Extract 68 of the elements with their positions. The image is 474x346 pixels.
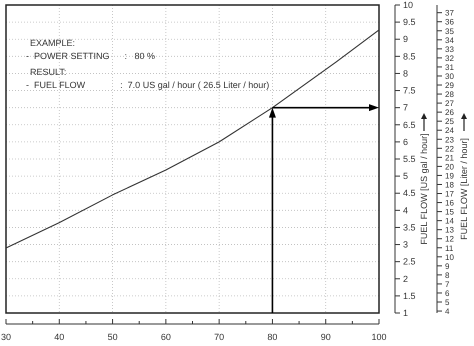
y2-tick-label: 17	[445, 190, 454, 199]
line-series	[5, 29, 380, 249]
y2-tick-label: 24	[445, 126, 454, 136]
y2-tick-label: 34	[445, 36, 454, 45]
y2-tick-label: 29	[445, 81, 454, 90]
y2-tick-label: 16	[445, 198, 454, 208]
x-tick-label: 40	[54, 332, 64, 342]
x-tick-label: 70	[214, 332, 224, 342]
y2-tick-label: 32	[445, 54, 454, 63]
annotation: - FUEL FLOW : 7.0 US gal / hour ( 26.5 Liter / hour)	[26, 80, 270, 90]
y-axis-title: FUEL FLOW [US gal / hour]	[419, 133, 429, 245]
y-tick-label: 6.5	[403, 120, 416, 130]
y2-tick-label: 23	[445, 135, 454, 144]
y-tick-label: 7.5	[403, 86, 416, 96]
y2-tick-label: 28	[445, 90, 454, 100]
x-tick-label: 100	[371, 332, 387, 342]
y-tick-label: 4.5	[403, 188, 416, 198]
y2-tick-label: 14	[445, 216, 454, 226]
y-tick-label: 8	[403, 68, 408, 78]
y2-tick-label: 31	[445, 62, 454, 72]
y2-tick-label: 19	[445, 171, 454, 180]
x-tick-label: 60	[160, 332, 171, 342]
y2-tick-label: 18	[445, 180, 454, 190]
y-tick-label: 1.5	[403, 290, 416, 301]
y-tick-label: 2.5	[403, 256, 416, 267]
y-tick-label: 5.5	[403, 154, 416, 164]
y2-tick-label: 7	[445, 280, 450, 289]
y-tick-label: 10	[403, 0, 414, 10]
x-tick-label: 50	[108, 332, 118, 342]
y-tick-label: 3.5	[403, 222, 416, 232]
y2-tick-label: 15	[445, 208, 454, 217]
y-tick-label: 4	[403, 205, 408, 216]
y2-tick-label: 8	[445, 270, 450, 280]
y2-tick-label: 20	[445, 162, 454, 172]
y2-tick-label: 10	[445, 252, 454, 262]
y2-tick-label: 37	[445, 8, 454, 18]
y2-tick-label: 12	[445, 234, 454, 244]
y2-tick-label: 11	[445, 244, 454, 253]
y2-tick-label: 6	[445, 288, 450, 298]
y-tick-label: 1	[403, 308, 408, 318]
y-tick-label: 9.5	[403, 17, 416, 28]
annotation: EXAMPLE:	[30, 38, 76, 48]
y2-tick-label: 26	[445, 108, 454, 118]
y2-tick-label: 4	[445, 307, 450, 316]
y-tick-label: 2	[403, 274, 408, 284]
y2-tick-label: 5	[445, 298, 450, 308]
y2-tick-label: 21	[445, 153, 454, 162]
annotation: - POWER SETTING : 80 %	[26, 51, 156, 61]
y2-axis-title: FUEL FLOW [Liter / hour]	[459, 138, 469, 240]
y2-tick-label: 9	[445, 262, 450, 271]
y2-tick-label: 22	[445, 144, 454, 154]
y2-tick-label: 27	[445, 99, 454, 108]
y-tick-label: 8.5	[403, 51, 416, 62]
y2-tick-label: 25	[445, 117, 454, 126]
y2-tick-label: 36	[445, 18, 454, 27]
x-tick-label: 30	[0, 332, 12, 342]
y2-tick-label: 30	[445, 72, 454, 81]
y-tick-label: 7	[403, 102, 408, 113]
y-tick-label: 5	[403, 171, 408, 182]
y-tick-label: 3	[403, 240, 408, 250]
y2-tick-label: 35	[445, 26, 454, 36]
y-tick-label: 9	[403, 34, 408, 44]
y2-tick-label: 13	[445, 226, 454, 235]
x-tick-label: 80	[267, 332, 278, 342]
x-tick-label: 90	[320, 332, 331, 342]
annotation: RESULT:	[30, 67, 66, 77]
y-tick-label: 6	[403, 136, 408, 147]
y2-tick-label: 33	[445, 44, 454, 54]
